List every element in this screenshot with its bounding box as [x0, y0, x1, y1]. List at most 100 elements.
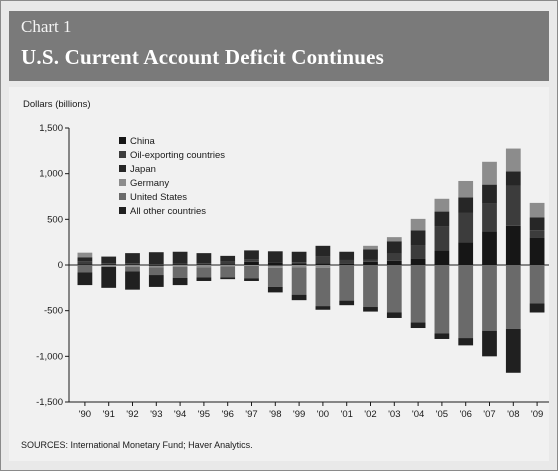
bar-segment-oil-exporting-countries: [386, 253, 402, 261]
bar-segment-united-states: [148, 267, 164, 276]
bar-segment-china: [148, 265, 164, 266]
legend-swatch: [119, 179, 126, 186]
bar-segment-all-other-countries: [386, 312, 402, 318]
bar-segment-japan: [291, 251, 307, 263]
bar-segment-all-other-countries: [148, 275, 164, 287]
bar-segment-all-other-countries: [220, 277, 236, 280]
bar-segment-all-other-countries: [505, 328, 521, 373]
bar-segment-united-states: [434, 265, 450, 334]
bar-segment-united-states: [101, 256, 117, 257]
bar-segment-germany: [196, 265, 212, 268]
legend-swatch: [119, 165, 126, 172]
bar-segment-japan: [244, 250, 259, 260]
legend-swatch: [119, 137, 126, 144]
x-tick-label: '01: [341, 409, 353, 420]
bar-segment-japan: [529, 217, 545, 231]
bar-segment-japan: [77, 257, 93, 262]
bar-segment-oil-exporting-countries: [458, 212, 474, 243]
bar-segment-germany: [101, 265, 117, 267]
bar-segment-china: [434, 250, 450, 265]
x-tick-label: '05: [436, 409, 448, 420]
y-tick-label: -500: [44, 306, 63, 317]
x-tick-label: '00: [317, 409, 329, 420]
x-tick-label: '93: [150, 409, 162, 420]
bar-segment-japan: [458, 197, 474, 213]
x-tick-label: '04: [412, 409, 424, 420]
y-tick-label: 500: [47, 214, 63, 225]
bar-segment-japan: [196, 253, 212, 264]
bar-segment-united-states: [315, 267, 331, 307]
bar-segment-germany: [172, 265, 188, 267]
x-tick-label: '97: [245, 409, 257, 420]
bar-segment-china: [244, 261, 259, 265]
bar-segment-united-states: [363, 265, 378, 308]
y-tick-label: 1,500: [39, 123, 63, 134]
title-banner: [9, 11, 549, 81]
bar-segment-all-other-countries: [291, 294, 307, 301]
x-tick-label: '07: [483, 409, 495, 420]
bar-segment-all-other-countries: [482, 330, 497, 357]
legend-label: Japan: [130, 164, 156, 175]
bar-segment-all-other-countries: [125, 271, 140, 290]
bar-segment-china: [101, 264, 117, 265]
bar-segment-united-states: [505, 265, 521, 329]
bar-segment-japan: [482, 184, 497, 204]
legend-label: Germany: [130, 178, 169, 189]
bar-segment-oil-exporting-countries: [410, 245, 426, 259]
bar-segment-china: [77, 264, 93, 265]
bar-segment-all-other-countries: [101, 266, 117, 288]
bar-segment-japan: [505, 171, 521, 186]
bar-segment-oil-exporting-countries: [172, 263, 188, 265]
bar-segment-united-states: [291, 267, 307, 295]
bar-segment-united-states: [386, 265, 402, 313]
bar-segment-united-states: [244, 265, 259, 279]
bar-segment-china: [482, 231, 497, 265]
bar-segment-united-states: [125, 266, 140, 272]
bar-segment-united-states: [77, 265, 93, 273]
bar-segment-all-other-countries: [267, 286, 283, 293]
bar-segment-united-states: [529, 265, 545, 304]
bar-segment-united-states: [267, 267, 283, 287]
x-tick-label: '90: [79, 409, 91, 420]
bar-segment-china: [125, 264, 140, 266]
bar-segment-oil-exporting-countries: [291, 262, 307, 264]
bar-segment-japan: [220, 255, 236, 262]
y-tick-label: 0: [58, 260, 63, 271]
bar-segment-germany: [505, 148, 521, 172]
legend-label: China: [130, 136, 156, 147]
bar-segment-japan: [172, 251, 188, 264]
legend-swatch: [119, 193, 126, 200]
bar-segment-germany: [529, 202, 545, 218]
x-tick-label: '99: [293, 409, 305, 420]
bar-segment-oil-exporting-countries: [315, 256, 331, 264]
chart-title: U.S. Current Account Deficit Continues: [21, 45, 385, 69]
bar-segment-united-states: [172, 266, 188, 278]
bar-segment-china: [386, 260, 402, 265]
legend-label: All other countries: [130, 206, 206, 217]
y-tick-label: 1,000: [39, 169, 63, 180]
bar-segment-all-other-countries: [172, 277, 188, 286]
x-tick-label: '03: [388, 409, 400, 420]
bar-segment-japan: [148, 252, 164, 265]
bar-segment-all-other-countries: [196, 277, 212, 281]
bar-segment-oil-exporting-countries: [77, 261, 93, 265]
bar-segment-china: [505, 225, 521, 265]
bar-segment-oil-exporting-countries: [434, 226, 450, 251]
x-tick-label: '09: [531, 409, 543, 420]
bar-segment-japan: [125, 253, 140, 264]
bar-segment-all-other-countries: [434, 333, 450, 339]
bar-segment-japan: [434, 211, 450, 227]
bar-segment-japan: [363, 249, 378, 260]
legend-label: Oil-exporting countries: [130, 150, 225, 161]
bar-segment-united-states: [339, 265, 355, 301]
bar-segment-oil-exporting-countries: [220, 261, 236, 265]
bar-segment-all-other-countries: [315, 306, 331, 310]
bar-segment-japan: [267, 251, 283, 263]
bar-segment-united-states: [196, 267, 212, 278]
bar-segment-united-states: [482, 265, 497, 331]
bar-segment-germany: [482, 161, 497, 185]
bar-segment-oil-exporting-countries: [267, 265, 283, 266]
bar-segment-oil-exporting-countries: [529, 230, 545, 238]
bar-segment-oil-exporting-countries: [101, 263, 117, 265]
x-tick-label: '06: [460, 409, 472, 420]
